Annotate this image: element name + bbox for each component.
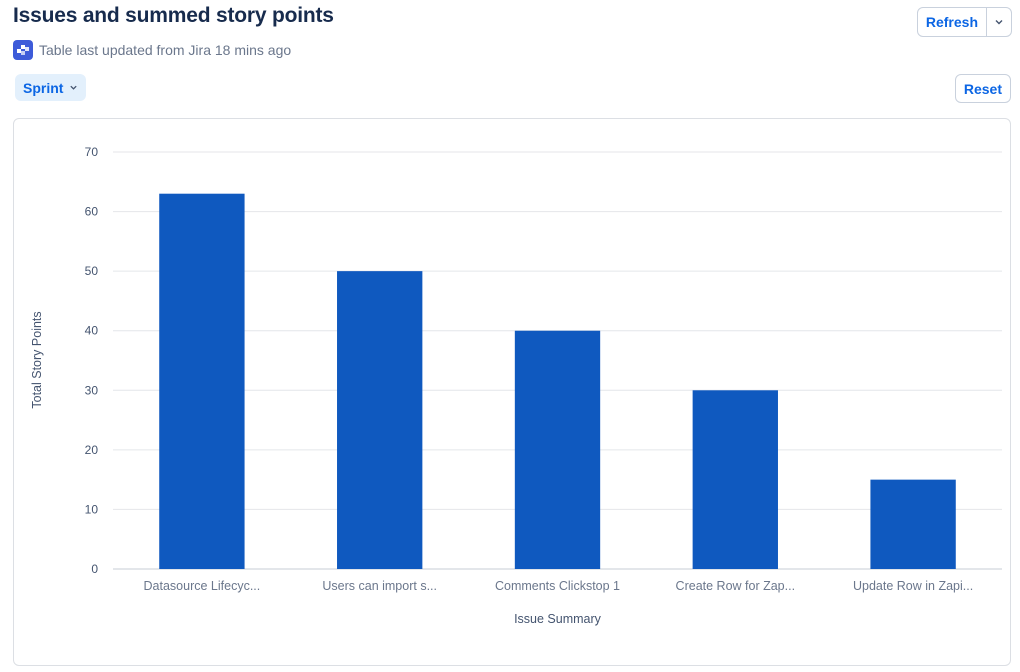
page-title: Issues and summed story points: [13, 4, 334, 27]
refresh-button[interactable]: Refresh: [918, 8, 987, 36]
last-updated-text: Table last updated from Jira 18 mins ago: [39, 42, 292, 58]
chevron-down-icon: [70, 85, 78, 90]
refresh-options-button[interactable]: [987, 8, 1011, 36]
last-updated-info: Table last updated from Jira 18 mins ago: [13, 40, 291, 60]
sprint-filter-button[interactable]: Sprint: [15, 74, 87, 101]
chart-card: [13, 118, 1011, 666]
jira-icon: [13, 40, 33, 60]
sprint-filter-label: Sprint: [23, 79, 64, 96]
reset-button[interactable]: Reset: [954, 74, 1011, 103]
chevron-down-icon: [995, 20, 1003, 25]
refresh-split-button: Refresh: [916, 7, 1012, 37]
